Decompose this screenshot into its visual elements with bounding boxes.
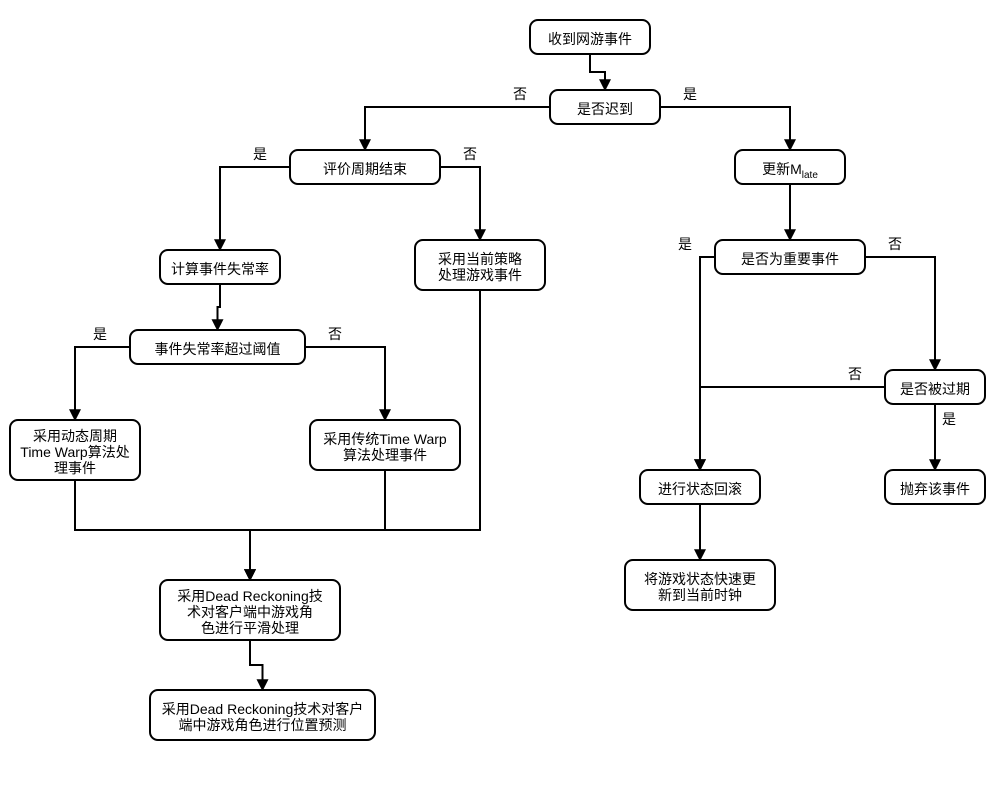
node-text: 评价周期结束 <box>323 161 407 177</box>
node-n_discard: 抛弃该事件 <box>885 470 985 504</box>
node-text: Time Warp算法处 <box>20 444 129 460</box>
node-text: 色进行平滑处理 <box>201 620 299 636</box>
node-text: 术对客户端中游戏角 <box>187 604 313 620</box>
node-text: 收到网游事件 <box>548 31 632 47</box>
node-n_important: 是否为重要事件 <box>715 240 865 274</box>
node-n_rollback: 进行状态回滚 <box>640 470 760 504</box>
node-text: 采用动态周期 <box>33 428 117 444</box>
edge-n_dyn-n_smooth <box>75 480 250 580</box>
edge-label: 否 <box>848 366 862 382</box>
node-n_late: 是否迟到 <box>550 90 660 124</box>
node-text: 是否为重要事件 <box>741 251 839 267</box>
node-text: 算法处理事件 <box>343 447 427 463</box>
node-n_predict: 采用Dead Reckoning技术对客户端中游戏角色进行位置预测 <box>150 690 375 740</box>
edge-label: 是 <box>683 86 697 102</box>
node-text: 事件失常率超过阈值 <box>155 341 281 357</box>
edge-n_smooth-n_predict <box>250 640 263 690</box>
node-n_update: 更新Mlate <box>735 150 845 184</box>
node-n_smooth: 采用Dead Reckoning技术对客户端中游戏角色进行平滑处理 <box>160 580 340 640</box>
node-text: 采用当前策略 <box>438 251 522 267</box>
node-n_eval: 评价周期结束 <box>290 150 440 184</box>
edge-label: 是 <box>942 411 956 427</box>
node-text: 采用Dead Reckoning技术对客户 <box>162 701 364 717</box>
edge-label: 否 <box>328 326 342 342</box>
node-n_start: 收到网游事件 <box>530 20 650 54</box>
edge-n_late-n_update <box>660 107 790 150</box>
node-text: 进行状态回滚 <box>658 481 742 497</box>
edge-n_eval-n_cur <box>440 167 480 240</box>
edge-label: 是 <box>678 236 692 252</box>
node-n_thresh: 事件失常率超过阈值 <box>130 330 305 364</box>
node-text: 是否迟到 <box>577 101 633 117</box>
edge-label: 否 <box>463 146 477 162</box>
node-text: 采用传统Time Warp <box>323 431 447 447</box>
node-text: 抛弃该事件 <box>900 481 970 497</box>
edge-n_thresh-n_trad <box>305 347 385 420</box>
node-text: 新到当前时钟 <box>658 587 742 603</box>
edge-n_expired-n_rollback <box>700 387 885 470</box>
node-text: 采用Dead Reckoning技 <box>177 588 323 604</box>
edge-label: 否 <box>513 86 527 102</box>
edge-label: 是 <box>253 146 267 162</box>
node-n_calc: 计算事件失常率 <box>160 250 280 284</box>
node-n_dyn: 采用动态周期Time Warp算法处理事件 <box>10 420 140 480</box>
edge-label: 否 <box>888 236 902 252</box>
node-n_expired: 是否被过期 <box>885 370 985 404</box>
node-text: 端中游戏角色进行位置预测 <box>179 717 347 733</box>
node-text: 将游戏状态快速更 <box>644 571 756 587</box>
node-n_fast: 将游戏状态快速更新到当前时钟 <box>625 560 775 610</box>
flowchart-diagram: 否是是否是否是否否是收到网游事件是否迟到评价周期结束计算事件失常率事件失常率超过… <box>0 0 1000 793</box>
edge-n_thresh-n_dyn <box>75 347 130 420</box>
edge-n_start-n_late <box>590 54 605 90</box>
node-text: 理事件 <box>54 460 96 476</box>
node-text: 处理游戏事件 <box>438 267 522 283</box>
edge-n_calc-n_thresh <box>218 284 221 330</box>
edge-n_important-n_expired <box>865 257 935 370</box>
node-text: 是否被过期 <box>900 381 970 397</box>
edge-n_important-n_rollback <box>700 257 715 470</box>
edge-n_late-n_eval <box>365 107 550 150</box>
node-text: 计算事件失常率 <box>171 261 269 277</box>
edge-n_eval-n_calc <box>220 167 290 250</box>
nodes-layer: 收到网游事件是否迟到评价周期结束计算事件失常率事件失常率超过阈值采用动态周期Ti… <box>10 20 985 740</box>
node-n_cur: 采用当前策略处理游戏事件 <box>415 240 545 290</box>
edge-n_trad-n_smooth <box>250 470 385 580</box>
node-n_trad: 采用传统Time Warp算法处理事件 <box>310 420 460 470</box>
edge-label: 是 <box>93 326 107 342</box>
